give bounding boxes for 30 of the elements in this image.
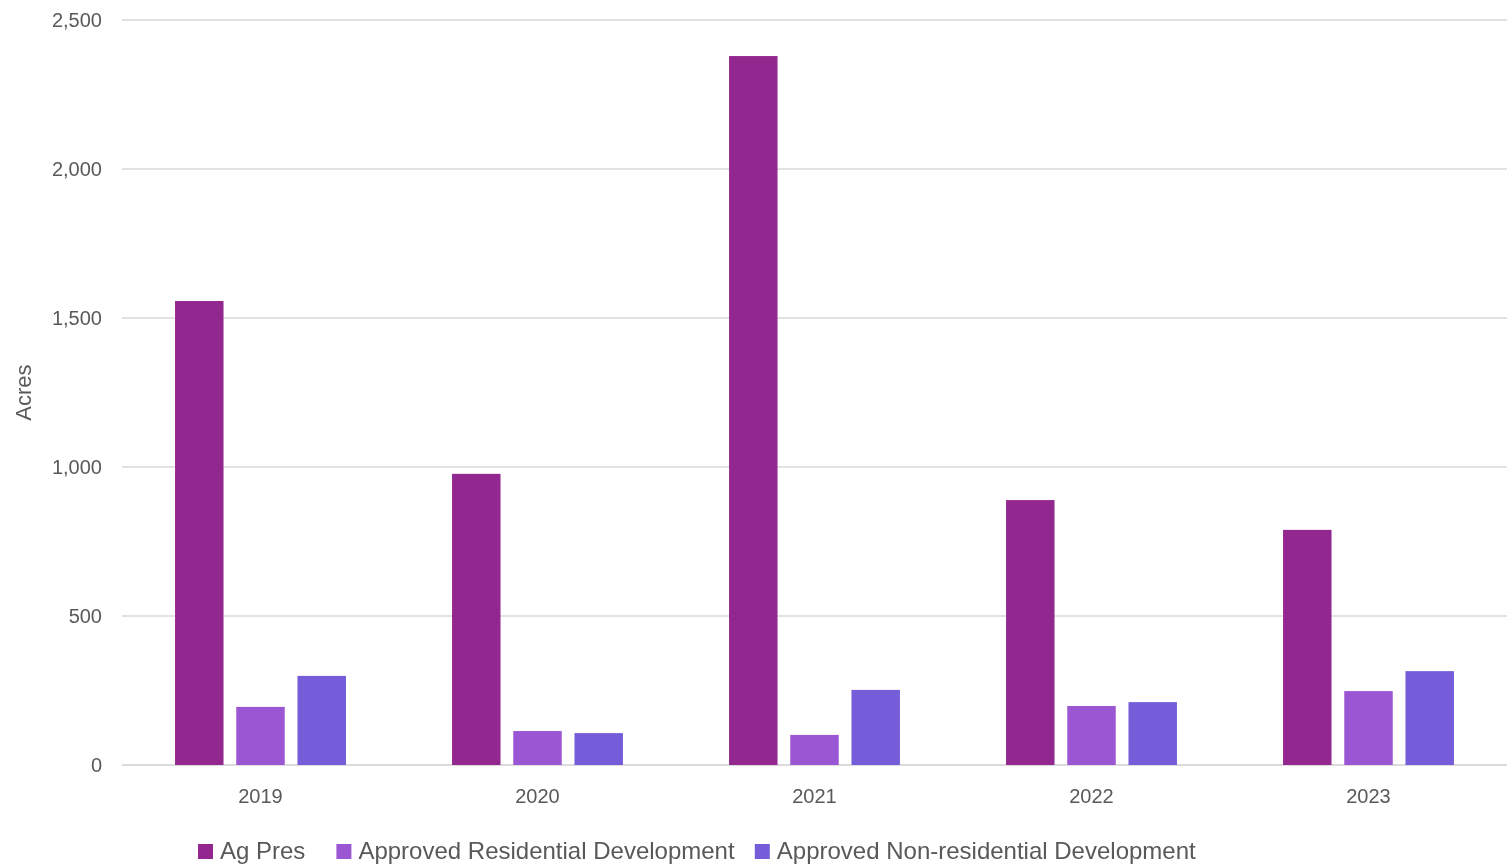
bar — [790, 734, 839, 765]
y-axis-title: Acres — [11, 364, 36, 421]
bar — [1344, 691, 1393, 765]
bar — [1006, 500, 1055, 765]
bar — [729, 56, 778, 765]
bar — [297, 675, 346, 765]
bar — [1405, 671, 1454, 765]
x-tick-label: 2021 — [792, 785, 837, 807]
x-tick-label: 2019 — [238, 785, 283, 807]
y-tick-label: 1,500 — [51, 307, 102, 329]
bar — [175, 301, 224, 765]
y-tick-label: 0 — [90, 754, 102, 776]
bar — [851, 689, 900, 765]
bar — [513, 731, 562, 765]
legend-label: Approved Non-residential Development — [776, 837, 1197, 864]
y-tick-label: 2,000 — [51, 158, 102, 180]
bar — [1128, 702, 1177, 765]
bar — [1283, 529, 1332, 765]
y-tick-label: 2,500 — [51, 9, 102, 31]
x-tick-label: 2023 — [1346, 785, 1391, 807]
legend-label: Approved Residential Development — [358, 837, 735, 864]
bar — [236, 706, 285, 765]
y-tick-label: 1,000 — [51, 456, 102, 478]
bar — [452, 473, 501, 765]
legend-label: Ag Pres — [220, 837, 306, 864]
y-tick-label: 500 — [68, 605, 102, 627]
bar — [1067, 706, 1116, 765]
x-tick-label: 2022 — [1069, 785, 1114, 807]
x-tick-label: 2020 — [515, 785, 560, 807]
bar — [574, 733, 623, 765]
